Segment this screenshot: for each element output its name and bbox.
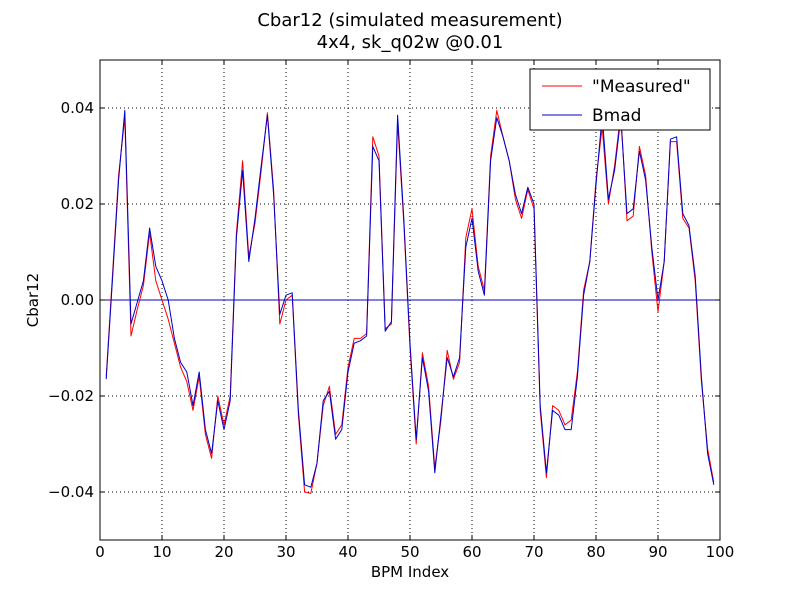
legend-label-bmad: Bmad xyxy=(592,106,641,126)
x-tick-label: 60 xyxy=(462,543,481,561)
x-tick-label: 10 xyxy=(152,543,171,561)
y-tick-label: 0.02 xyxy=(61,195,94,213)
y-tick-label: −0.02 xyxy=(48,387,94,405)
x-tick-label: 40 xyxy=(338,543,357,561)
x-tick-label: 80 xyxy=(586,543,605,561)
tick-marks xyxy=(99,60,721,540)
y-axis-label: Cbar12 xyxy=(24,273,42,327)
x-axis-label: BPM Index xyxy=(371,563,449,581)
legend-label-measured: "Measured" xyxy=(592,77,691,97)
legend: "Measured" Bmad xyxy=(529,68,711,131)
chart-title: Cbar12 (simulated measurement) xyxy=(257,10,562,31)
x-tick-label: 0 xyxy=(95,543,105,561)
x-tick-label: 30 xyxy=(276,543,295,561)
y-tick-labels: −0.04 −0.02 0.00 0.02 0.04 xyxy=(48,99,94,501)
x-tick-label: 70 xyxy=(524,543,543,561)
x-tick-label: 20 xyxy=(214,543,233,561)
y-tick-label: −0.04 xyxy=(48,483,94,501)
chart-subtitle: 4x4, sk_q02w @0.01 xyxy=(317,32,504,53)
x-tick-label: 90 xyxy=(648,543,667,561)
series-group xyxy=(105,109,715,494)
x-tick-label: 100 xyxy=(706,543,735,561)
x-tick-labels: 0 10 20 30 40 50 60 70 80 90 100 xyxy=(95,543,734,561)
series-line-bmad xyxy=(105,109,715,488)
x-tick-label: 50 xyxy=(400,543,419,561)
y-tick-label: 0.04 xyxy=(61,99,94,117)
y-tick-label: 0.00 xyxy=(61,291,94,309)
series-line-measured xyxy=(105,109,715,494)
legend-box xyxy=(529,68,711,131)
